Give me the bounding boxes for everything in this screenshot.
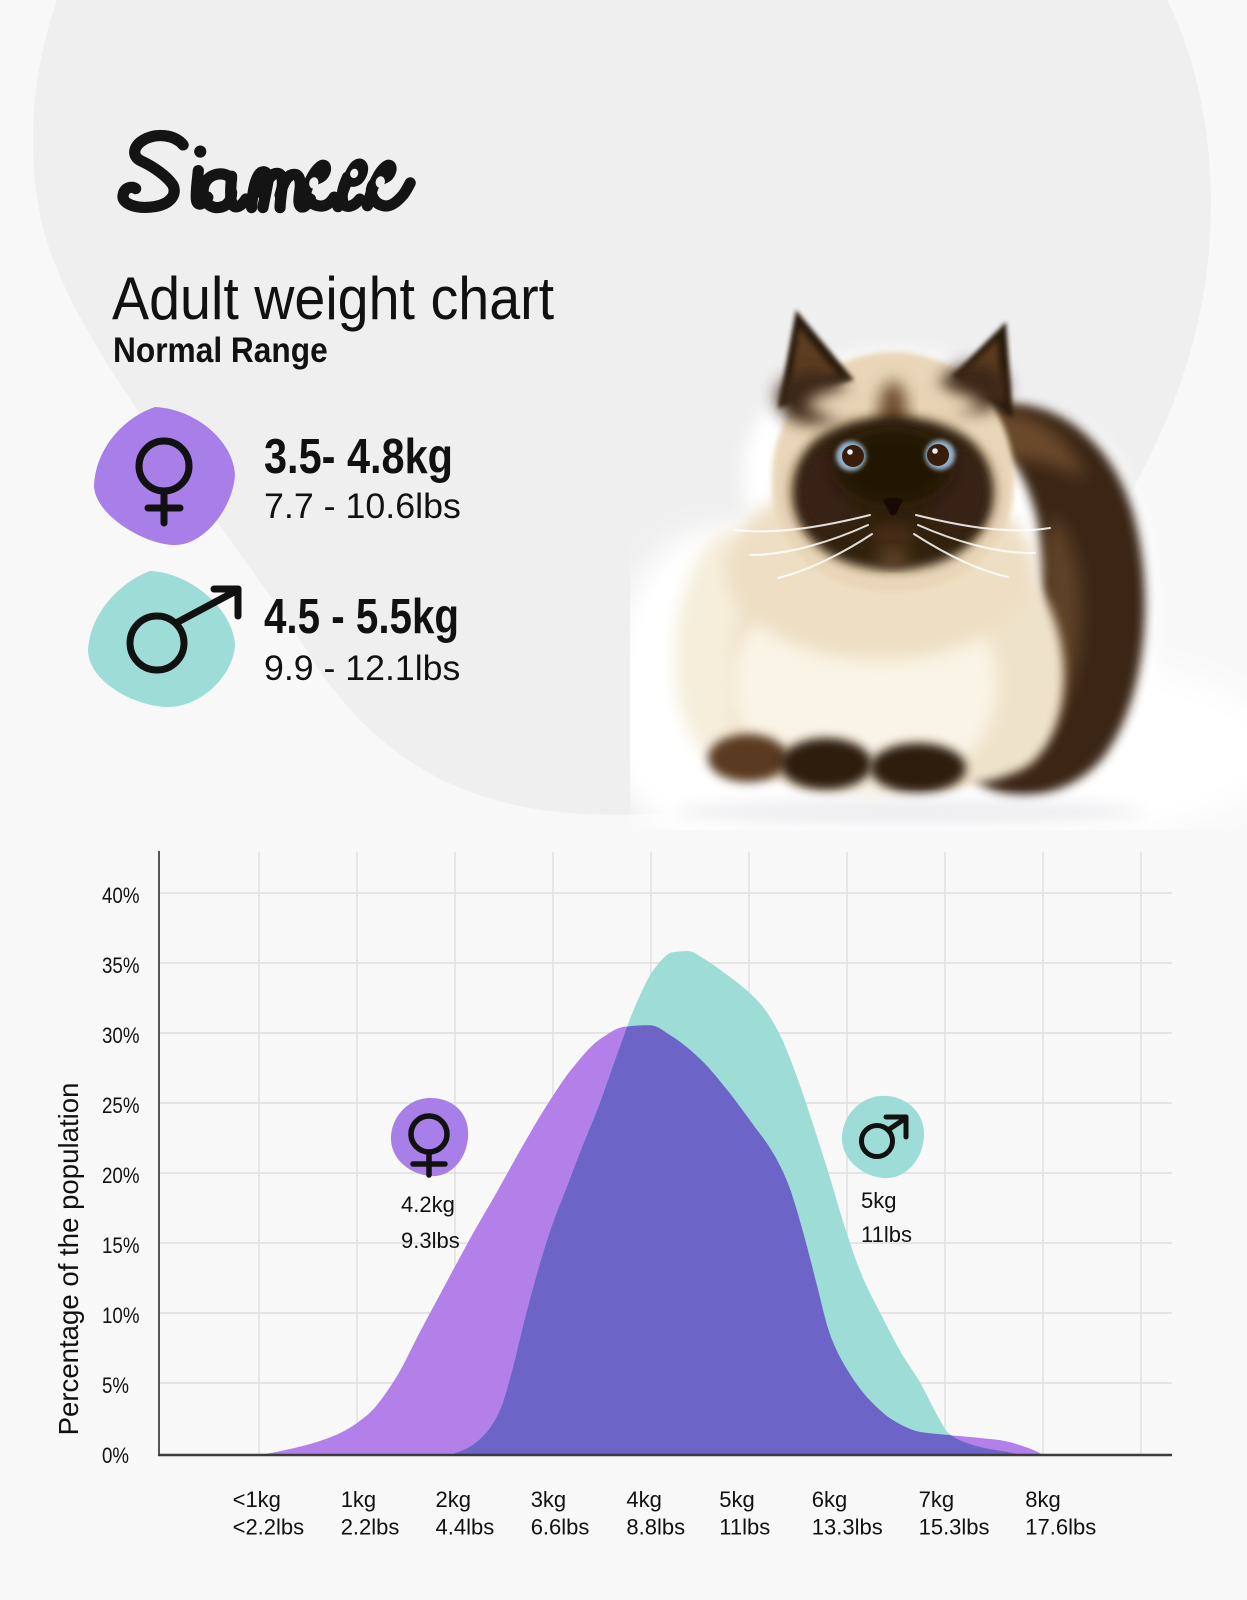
svg-text:15%: 15% <box>102 1233 140 1258</box>
svg-text:4.4lbs: 4.4lbs <box>436 1515 495 1540</box>
svg-text:5kg: 5kg <box>719 1487 754 1512</box>
svg-text:11lbs: 11lbs <box>861 1222 912 1247</box>
svg-text:8kg: 8kg <box>1025 1487 1060 1512</box>
svg-text:2kg: 2kg <box>436 1487 471 1512</box>
svg-text:17.6lbs: 17.6lbs <box>1025 1515 1096 1540</box>
svg-text:<1kg: <1kg <box>233 1487 281 1512</box>
svg-text:2.2lbs: 2.2lbs <box>341 1515 400 1540</box>
svg-text:35%: 35% <box>102 953 140 978</box>
svg-text:13.3lbs: 13.3lbs <box>812 1515 883 1540</box>
svg-text:Percentage of the population: Percentage of the population <box>53 1083 84 1436</box>
svg-text:9.3lbs: 9.3lbs <box>401 1228 460 1253</box>
svg-text:3kg: 3kg <box>531 1487 566 1512</box>
svg-text:4kg: 4kg <box>626 1487 661 1512</box>
svg-text:6.6lbs: 6.6lbs <box>531 1515 590 1540</box>
svg-text:6kg: 6kg <box>812 1487 847 1512</box>
svg-text:5kg: 5kg <box>861 1188 896 1213</box>
svg-text:5%: 5% <box>102 1373 129 1398</box>
svg-text:11lbs: 11lbs <box>719 1515 770 1540</box>
svg-text:8.8lbs: 8.8lbs <box>626 1515 685 1540</box>
svg-text:1kg: 1kg <box>341 1487 376 1512</box>
svg-text:25%: 25% <box>102 1093 140 1118</box>
svg-text:40%: 40% <box>102 883 140 908</box>
svg-text:20%: 20% <box>102 1163 140 1188</box>
svg-text:0%: 0% <box>102 1443 129 1468</box>
svg-text:<2.2lbs: <2.2lbs <box>233 1515 305 1540</box>
svg-text:7kg: 7kg <box>919 1487 954 1512</box>
svg-text:4.2kg: 4.2kg <box>401 1192 455 1217</box>
svg-text:15.3lbs: 15.3lbs <box>919 1515 990 1540</box>
svg-text:10%: 10% <box>102 1303 140 1328</box>
svg-text:30%: 30% <box>102 1023 140 1048</box>
